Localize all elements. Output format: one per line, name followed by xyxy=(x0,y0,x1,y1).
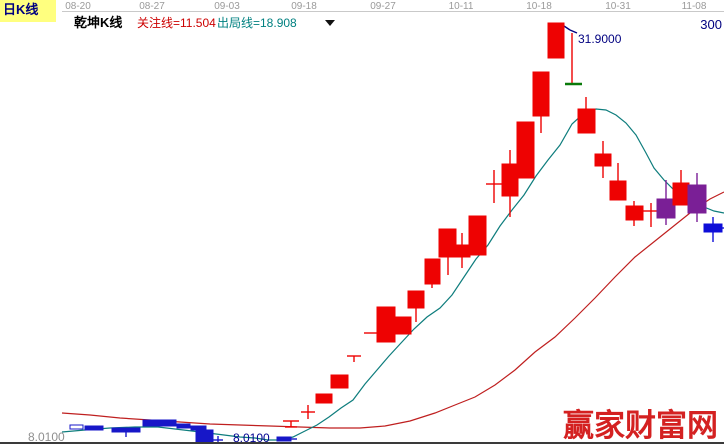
candle-body-down xyxy=(176,423,191,429)
candle-wick xyxy=(563,25,571,31)
candle-body-up xyxy=(594,153,612,167)
period-selector[interactable]: 日K线 xyxy=(0,0,56,22)
candle-body-up xyxy=(453,244,471,258)
candle-body-up xyxy=(407,290,425,309)
date-tick-10-31: 10-31 xyxy=(605,1,631,12)
ma-long-line xyxy=(61,191,724,429)
date-tick-08-20: 08-20 xyxy=(65,1,91,12)
candle-body-up xyxy=(438,228,457,258)
candle-body-up xyxy=(330,374,349,389)
candle-body-up xyxy=(577,108,596,134)
candle-body-down xyxy=(195,429,214,443)
candle-body-up xyxy=(468,215,487,256)
candle-body-down xyxy=(111,427,141,433)
candle-body-down xyxy=(84,425,104,431)
candle-body-down xyxy=(142,419,177,427)
low-price-label-mid: 8.0100 xyxy=(233,431,270,445)
site-watermark: 赢家财富网 xyxy=(563,408,718,444)
date-tick-08-27: 08-27 xyxy=(139,1,165,12)
candle-body-up xyxy=(672,182,690,206)
candle-body-down xyxy=(190,425,207,431)
candle-body-up xyxy=(547,22,565,59)
candle-wick xyxy=(569,29,578,34)
header-divider xyxy=(62,11,724,12)
ma-short-line xyxy=(61,108,724,441)
candle-body-up xyxy=(392,316,412,335)
date-tick-11-08: 11-08 xyxy=(681,1,707,12)
tab-qiankun-kline[interactable]: 乾坤K线 xyxy=(74,15,123,30)
candle-body-up xyxy=(625,205,644,221)
candle-body-up xyxy=(424,258,441,285)
bottom-border-line xyxy=(0,442,724,444)
candle-body-up xyxy=(532,71,550,117)
exit-line-value: 出局线=18.908 xyxy=(217,16,297,30)
date-tick-09-03: 09-03 xyxy=(214,1,240,12)
attention-line-value: 关注线=11.504 xyxy=(137,16,216,30)
right-axis-value: 300 xyxy=(700,17,722,32)
candle-body-up xyxy=(609,180,627,201)
candle-body-down xyxy=(656,198,676,219)
candle-body-up xyxy=(315,393,333,404)
candle-body-down xyxy=(703,223,723,233)
candle-body-hollow xyxy=(69,424,84,430)
date-tick-09-18: 09-18 xyxy=(291,1,317,12)
candle-body-down xyxy=(276,436,292,442)
low-price-label-left: 8.0100 xyxy=(28,430,65,444)
candle-body-up xyxy=(376,306,396,343)
date-tick-10-18: 10-18 xyxy=(526,1,552,12)
caret-down-icon[interactable] xyxy=(325,20,335,26)
peak-price-annotation: 31.9000 xyxy=(578,32,622,46)
candle-body-up xyxy=(501,163,519,197)
date-tick-10-11: 10-11 xyxy=(448,1,474,12)
date-tick-09-27: 09-27 xyxy=(370,1,396,12)
candle-body-down xyxy=(687,184,707,214)
candle-body-up xyxy=(516,121,535,179)
